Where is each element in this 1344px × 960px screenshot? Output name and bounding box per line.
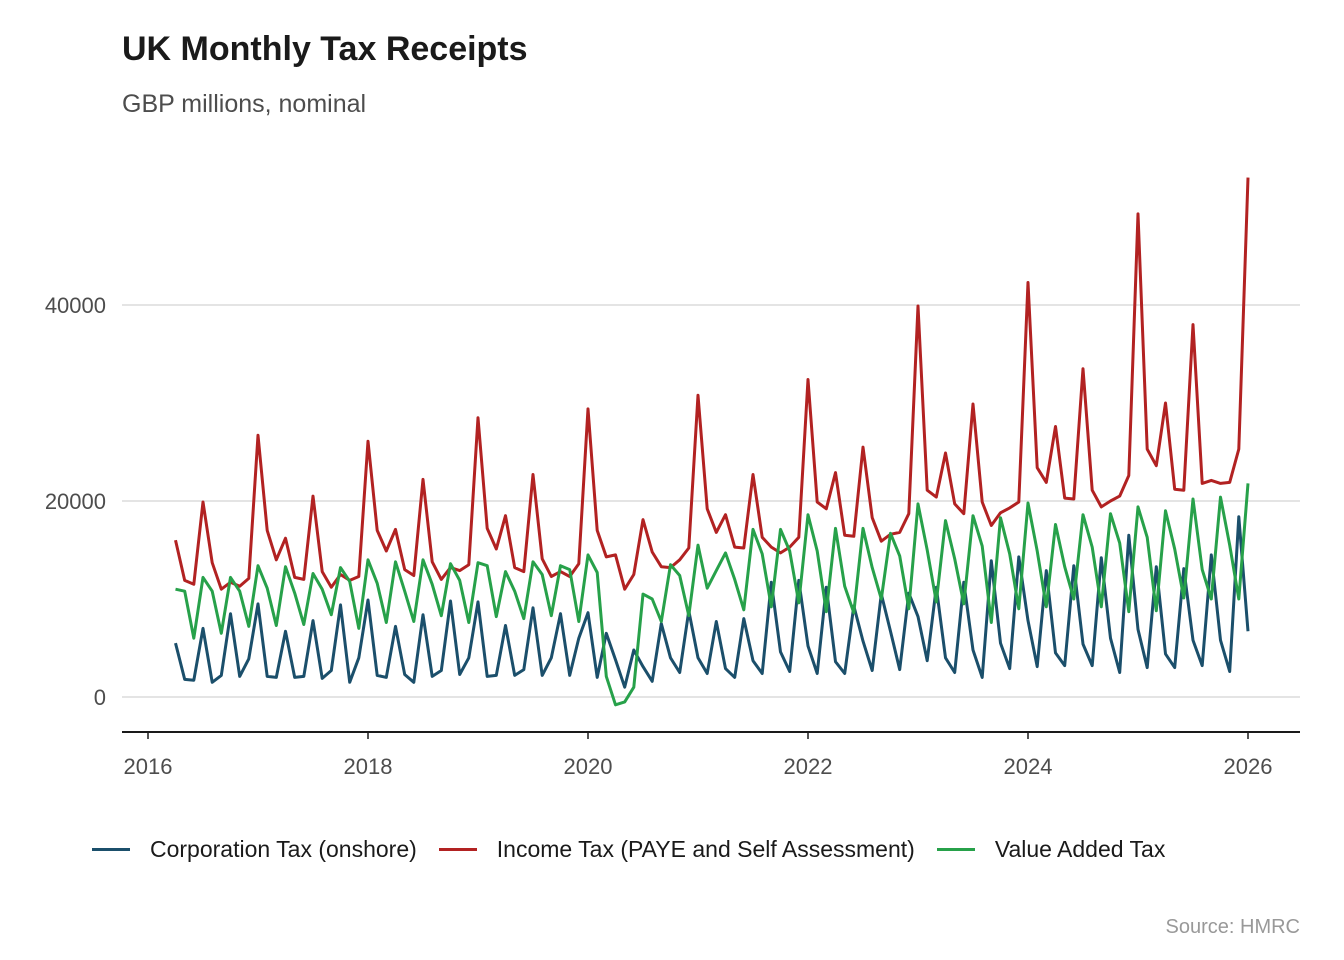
- chart-title: UK Monthly Tax Receipts: [122, 30, 528, 68]
- y-tick-label: 0: [94, 685, 106, 710]
- x-tick-label: 2018: [344, 754, 393, 779]
- series-lines: [174, 177, 1250, 707]
- legend-key-corporation-tax: [92, 848, 130, 851]
- x-axis: 2016 2018 2020 2022 2024 2026: [122, 731, 1300, 779]
- legend-key-vat: [936, 848, 975, 851]
- chart-subtitle: GBP millions, nominal: [122, 90, 367, 118]
- legend-label: Value Added Tax: [994, 836, 1166, 862]
- legend: Corporation Tax (onshore) Income Tax (PA…: [92, 836, 1187, 863]
- series-line-value-added-tax: [175, 483, 1250, 707]
- legend-item-income-tax: Income Tax (PAYE and Self Assessment): [438, 836, 915, 863]
- x-tick-label: 2016: [124, 754, 173, 779]
- x-tick-label: 2024: [1004, 754, 1053, 779]
- source-caption: Source: HMRC: [1165, 916, 1300, 938]
- series-line-corporation-tax-onshore: [174, 515, 1250, 689]
- legend-label: Corporation Tax (onshore): [150, 836, 417, 862]
- legend-item-corporation-tax: Corporation Tax (onshore): [92, 836, 417, 863]
- y-tick-label: 40000: [45, 293, 106, 318]
- y-axis-tick-labels: 0 20000 40000: [45, 293, 106, 710]
- x-tick-label: 2020: [564, 754, 613, 779]
- legend-item-vat: Value Added Tax: [936, 836, 1166, 863]
- gridlines: [122, 304, 1300, 698]
- series-line-income-tax-paye-and-self-assessment: [174, 177, 1250, 591]
- x-tick-label: 2026: [1224, 754, 1273, 779]
- x-tick-label: 2022: [784, 754, 833, 779]
- legend-label: Income Tax (PAYE and Self Assessment): [496, 836, 915, 862]
- legend-key-income-tax: [438, 848, 477, 851]
- y-tick-label: 20000: [45, 489, 106, 514]
